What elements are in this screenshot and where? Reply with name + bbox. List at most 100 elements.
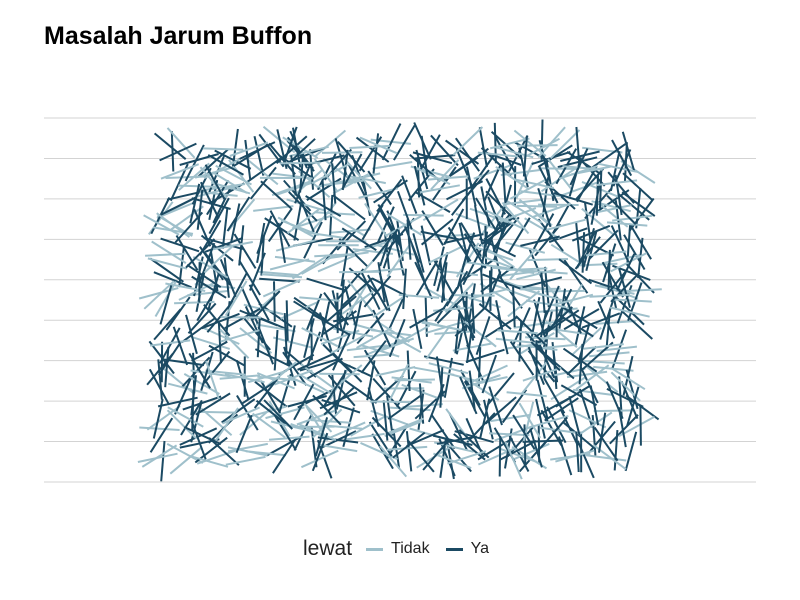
needle-tidak [546, 218, 586, 231]
needle-ya [611, 139, 633, 177]
needle-tidak [197, 190, 238, 197]
needle-ya [454, 137, 481, 172]
needle-ya [515, 315, 546, 345]
needle-ya [322, 310, 357, 335]
needle-ya [544, 266, 550, 308]
needle-ya [149, 257, 184, 283]
needle-ya [414, 191, 451, 213]
needle-tidak [359, 136, 398, 155]
needles [137, 119, 662, 482]
needle-ya [344, 286, 357, 326]
needle-tidak [524, 217, 561, 240]
needle-ya [278, 373, 292, 414]
needle-tidak [444, 282, 475, 314]
needle-ya [585, 231, 598, 272]
needle-ya [432, 166, 457, 201]
needle-tidak [286, 207, 321, 234]
needle-ya [311, 432, 329, 472]
needle-ya [267, 207, 293, 242]
needle-ya [341, 153, 363, 190]
needle-ya [367, 387, 380, 427]
needle-tidak [374, 243, 415, 256]
needle-ya [537, 144, 573, 168]
needle-tidak [570, 165, 611, 176]
needle-tidak [589, 351, 630, 358]
needle-tidak [539, 426, 581, 435]
needle-tidak [252, 412, 286, 439]
needle-ya [382, 400, 389, 441]
needle-ya [305, 293, 323, 332]
needle-ya [272, 438, 297, 474]
needle-ya [360, 340, 387, 374]
needle-ya [553, 192, 593, 206]
needle-ya [474, 205, 484, 246]
needle-ya [163, 358, 205, 367]
needle-tidak [370, 329, 412, 337]
needle-tidak [349, 144, 390, 149]
needle-ya [506, 425, 535, 458]
needle-ya [420, 230, 461, 241]
needle-tidak [271, 180, 311, 197]
needle-ya [563, 421, 596, 450]
needle-tidak [570, 326, 602, 357]
needle-ya [522, 136, 528, 177]
needle-ya [297, 194, 315, 233]
needle-tidak [340, 290, 374, 316]
needle-tidak [279, 161, 321, 165]
needle-ya [338, 238, 369, 268]
needle-ya [297, 352, 335, 371]
needle-ya [372, 228, 399, 262]
needle-ya [595, 175, 599, 216]
needle-ya [512, 307, 531, 345]
needle-tidak [188, 454, 229, 468]
needle-tidak [178, 281, 216, 301]
needle-tidak [317, 254, 356, 273]
needle-ya [264, 217, 300, 241]
needle-ya [420, 135, 429, 177]
needle-ya [195, 392, 231, 416]
needle-ya [392, 431, 426, 459]
needle-tidak [618, 415, 655, 437]
needle-tidak [386, 213, 423, 236]
needle-ya [180, 399, 203, 436]
needle-tidak [495, 165, 530, 191]
needle-ya [371, 416, 402, 448]
needle-ya [607, 249, 611, 291]
needle-ya [334, 138, 348, 178]
needle-ya [189, 183, 201, 224]
needle-tidak [262, 279, 301, 298]
needle-ya [381, 123, 402, 161]
needle-ya [247, 157, 282, 183]
needle-tidak [139, 426, 180, 431]
needle-ya [466, 322, 474, 364]
needle-tidak [169, 446, 202, 475]
needle-tidak [300, 363, 335, 389]
needle-tidak [286, 374, 325, 394]
needle-ya [407, 440, 435, 473]
needle-tidak [167, 382, 208, 395]
needle-tidak [147, 257, 188, 270]
needle-tidak [224, 280, 248, 317]
needle-ya [562, 306, 598, 330]
needle-tidak [369, 400, 411, 404]
needle-tidak [419, 184, 460, 194]
needle-ya [284, 138, 316, 167]
needle-tidak [518, 402, 542, 439]
needle-ya [424, 296, 428, 337]
needle-ya [208, 437, 240, 466]
needle-ya [181, 317, 216, 344]
needle-ya [188, 352, 211, 389]
needle-ya [396, 190, 413, 230]
needle-tidak [299, 296, 340, 302]
needle-ya [249, 252, 266, 291]
needle-ya [622, 172, 654, 202]
needle-ya [259, 277, 300, 283]
needle-tidak [167, 406, 204, 428]
needle-ya [459, 376, 478, 415]
needle-ya [568, 395, 581, 436]
needle-ya [283, 313, 288, 354]
needle-tidak [384, 420, 423, 438]
needle-ya [406, 219, 412, 260]
needle-ya [612, 149, 632, 187]
needle-tidak [330, 333, 368, 355]
